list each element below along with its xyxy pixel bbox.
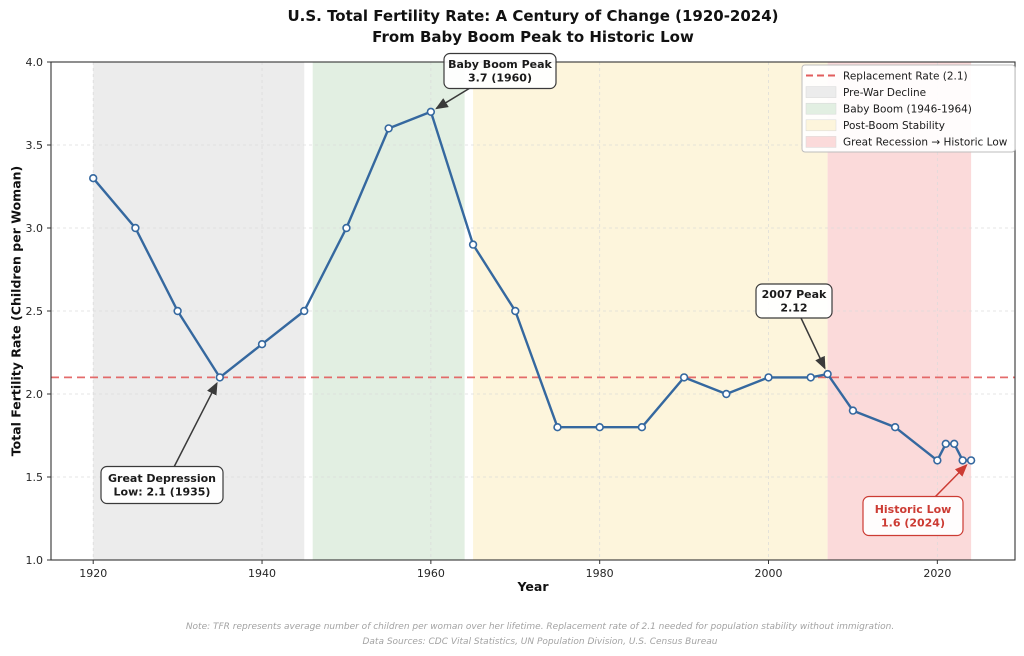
data-point-marker <box>890 423 900 432</box>
y-tick-label: 1.0 <box>26 554 44 567</box>
data-point-marker <box>764 373 773 382</box>
y-tick-label: 2.0 <box>26 388 44 401</box>
data-point-marker <box>933 456 942 465</box>
data-point-marker <box>468 240 478 249</box>
data-sources-text: Data Sources: CDC Vital Statistics, UN P… <box>362 637 718 647</box>
y-axis-label: Total Fertility Rate (Children per Woman… <box>8 165 24 457</box>
legend-box <box>801 64 1016 153</box>
data-point-marker <box>637 423 647 432</box>
annotation-box <box>443 52 557 90</box>
legend-patch-sample <box>805 119 837 132</box>
data-point-marker <box>679 373 689 382</box>
tfr-markers <box>89 107 976 465</box>
annotation-text: 2.12 <box>780 302 807 315</box>
data-point-marker <box>966 456 976 465</box>
data-point-marker <box>941 439 950 448</box>
data-point-marker <box>257 340 267 349</box>
annotation-arrow <box>173 381 218 468</box>
y-tick-label: 2.5 <box>26 305 44 318</box>
annotation-text: 2007 Peak <box>762 288 827 301</box>
annotation-box <box>100 465 224 505</box>
chart-subtitle: From Baby Boom Peak to Historic Low <box>372 28 694 46</box>
data-point-marker <box>89 174 98 183</box>
axis-ticks <box>47 61 938 564</box>
annotation-text: Great Depression <box>108 472 216 485</box>
y-tick-label: 4.0 <box>26 56 44 69</box>
data-point-marker <box>426 107 436 117</box>
x-tick-label: 1980 <box>586 567 614 580</box>
tfr-line <box>92 110 972 462</box>
data-point-marker <box>806 373 815 382</box>
legend-label: Post-Boom Stability <box>843 120 945 132</box>
x-tick-label: 2020 <box>923 567 951 580</box>
y-tick-label: 1.5 <box>26 471 44 484</box>
x-tick-label: 1920 <box>79 567 107 580</box>
annotation-text: 1.6 (2024) <box>881 517 945 530</box>
data-point-marker <box>511 306 520 316</box>
data-point-marker <box>848 406 858 415</box>
data-point-marker <box>823 369 832 379</box>
axis-tick-labels: 1920 1940 1960 1980 2000 2020 1.0 1.5 2.0 2.5 3.0 3… <box>26 56 952 580</box>
annotation-arrow <box>435 87 471 110</box>
x-tick-label: 1960 <box>417 567 445 580</box>
annotation-text: Historic Low <box>875 503 952 516</box>
annotation-arrow <box>800 317 826 370</box>
x-tick-label: 2000 <box>755 567 783 580</box>
data-point-marker <box>950 439 959 448</box>
legend-patch-sample <box>805 86 837 98</box>
annotation-box <box>755 283 833 319</box>
x-axis-label: Year <box>517 579 549 594</box>
annotation-text: Low: 2.1 (1935) <box>114 486 211 499</box>
data-point-marker <box>342 223 351 233</box>
annotation-text: Baby Boom Peak <box>448 58 552 71</box>
legend-label: Baby Boom (1946-1964) <box>843 104 972 116</box>
data-point-marker <box>553 423 562 432</box>
annotation-arrow <box>934 463 968 498</box>
legend-label: Pre-War Decline <box>843 87 926 99</box>
data-point-marker <box>215 373 225 382</box>
data-point-marker <box>958 456 967 465</box>
y-tick-label: 3.5 <box>26 139 44 152</box>
data-point-marker <box>595 423 604 432</box>
legend-label: Great Recession → Historic Low <box>843 137 1008 149</box>
data-point-marker <box>131 223 140 233</box>
data-point-marker <box>722 389 731 399</box>
legend-patch-sample <box>805 102 837 115</box>
annotation-text: 3.7 (1960) <box>468 72 532 85</box>
data-point-marker <box>384 124 393 133</box>
data-point-marker <box>173 306 182 316</box>
legend: Replacement Rate (2.1) Pre-War Decline Bab… <box>801 64 1016 153</box>
legend-label: Replacement Rate (2.1) <box>843 70 968 82</box>
chart-title: U.S. Total Fertility Rate: A Century of … <box>287 7 779 25</box>
data-point-marker <box>300 306 309 316</box>
y-tick-label: 3.0 <box>26 222 44 235</box>
annotation-box <box>862 495 964 537</box>
legend-patch-sample <box>805 136 837 148</box>
footnote-text: Note: TFR represents average number of c… <box>185 622 895 632</box>
x-tick-label: 1940 <box>248 567 276 580</box>
